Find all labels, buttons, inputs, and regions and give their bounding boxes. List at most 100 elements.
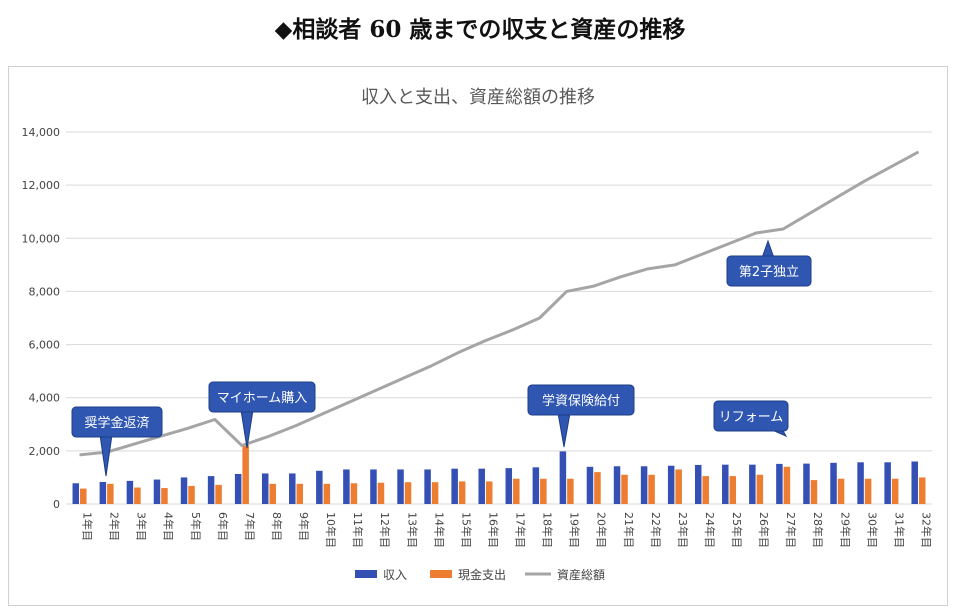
callout-label: マイホーム購入 — [217, 391, 308, 406]
legend: 収入 現金支出 資産総額 — [355, 567, 605, 582]
gridlines — [66, 131, 932, 505]
bar-income — [234, 473, 242, 504]
bar-income — [776, 463, 783, 504]
annotation-callout: リフォーム — [713, 400, 789, 438]
callout-pointer — [557, 412, 571, 448]
bar-income — [722, 464, 729, 504]
x-tick-label: 22年目 — [649, 512, 663, 548]
bar-income — [207, 476, 215, 504]
x-tick-label: 1年目 — [81, 512, 95, 541]
bar-expense — [242, 444, 249, 504]
annotation-callout: 学資保険給付 — [527, 384, 635, 448]
bar-expense — [404, 482, 412, 504]
bar-expense — [296, 483, 304, 504]
callout-box — [726, 255, 812, 287]
callout-label: 学資保険給付 — [542, 393, 620, 409]
bar-income — [667, 465, 675, 504]
bar-expense — [864, 478, 872, 504]
callout-label: 第2子独立 — [739, 265, 799, 280]
y-tick-label: 12,000 — [22, 179, 61, 192]
bar-income — [803, 463, 810, 504]
legend-item: 現金支出 — [430, 567, 506, 582]
bar-income — [640, 466, 648, 504]
bar-expense — [513, 478, 520, 504]
bar-income — [451, 468, 458, 504]
x-tick-label: 28年目 — [811, 512, 825, 548]
callout-pointer — [761, 239, 775, 259]
page-headline: ◆相談者 60 歳までの収支と資産の推移 — [274, 16, 686, 43]
bar-expense — [431, 482, 439, 504]
x-tick-label: 18年目 — [541, 512, 555, 548]
bar-income — [884, 462, 891, 504]
bar-expense — [350, 483, 358, 504]
bar-income — [830, 462, 837, 504]
bar-expense — [729, 476, 737, 504]
bar-income — [261, 473, 269, 504]
callout-pointer — [99, 434, 113, 477]
callout-box — [713, 400, 789, 432]
legend-label: 資産総額 — [557, 567, 605, 582]
bar-expense — [918, 477, 926, 504]
callout-box — [527, 384, 635, 416]
x-tick-label: 31年目 — [892, 512, 906, 548]
bar-expense — [458, 481, 466, 504]
bar-expense — [810, 480, 818, 504]
bar-income — [749, 464, 756, 504]
y-tick-label: 8,000 — [29, 285, 61, 298]
chart-frame — [8, 66, 948, 606]
y-axis-ticks: 0 2,000 4,000 6,000 8,000 10,000 12,000 14,000 — [22, 126, 61, 511]
bar-income — [559, 451, 567, 504]
legend-swatch — [430, 570, 452, 578]
y-tick-label: 10,000 — [22, 232, 61, 245]
x-tick-label: 11年目 — [351, 512, 365, 548]
x-tick-label: 17年目 — [514, 512, 528, 548]
bar-expense — [377, 482, 385, 504]
bar-income — [478, 468, 485, 504]
bar-income — [153, 479, 161, 504]
x-tick-label: 27年目 — [784, 512, 798, 548]
bar-income — [505, 468, 513, 504]
x-tick-label: 5年目 — [189, 512, 203, 541]
bar-expense — [702, 476, 709, 504]
bar-income — [126, 480, 134, 504]
asset-line-path — [79, 150, 920, 457]
bar-income — [99, 481, 107, 504]
x-tick-label: 24年目 — [703, 512, 717, 548]
bar-expense — [594, 472, 601, 504]
x-tick-label: 29年目 — [838, 512, 852, 548]
bar-expense — [540, 478, 547, 504]
bar-income — [424, 469, 431, 504]
bar-expense — [323, 483, 331, 504]
x-tick-label: 13年目 — [405, 512, 419, 548]
bar-expense — [783, 466, 791, 504]
annotation-callout: 奨学金返済 — [71, 406, 163, 477]
bar-expense — [134, 487, 141, 504]
asset-line — [79, 150, 920, 457]
x-tick-label: 8年目 — [270, 512, 284, 541]
bar-income — [857, 462, 864, 504]
x-tick-label: 7年目 — [243, 512, 257, 541]
callout-label: リフォーム — [719, 410, 784, 425]
y-tick-label: 2,000 — [29, 445, 61, 458]
bar-income — [72, 483, 80, 504]
bar-income — [397, 469, 404, 504]
bar-income — [586, 466, 594, 504]
x-tick-label: 15年目 — [459, 512, 473, 548]
y-tick-label: 6,000 — [29, 339, 61, 352]
callout-label: 奨学金返済 — [84, 415, 149, 431]
x-tick-label: 30年目 — [865, 512, 879, 548]
x-tick-label: 3年目 — [135, 512, 149, 541]
bar-expense — [891, 478, 899, 504]
bar-income — [694, 464, 702, 504]
bar-expense — [80, 488, 87, 504]
x-tick-label: 9年目 — [297, 512, 311, 541]
x-tick-label: 25年目 — [730, 512, 744, 548]
x-tick-label: 26年目 — [757, 512, 771, 548]
x-tick-label: 4年目 — [162, 512, 176, 541]
callout-box — [71, 406, 163, 438]
bar-income — [911, 461, 918, 504]
bar-expense — [675, 469, 682, 504]
x-tick-label: 14年目 — [432, 512, 446, 548]
x-axis-ticks: 1年目 2年目 3年目 4年目 5年目 6年目 7年目 8年目 9年目 10年目 11年目 12年目 1… — [81, 512, 934, 548]
